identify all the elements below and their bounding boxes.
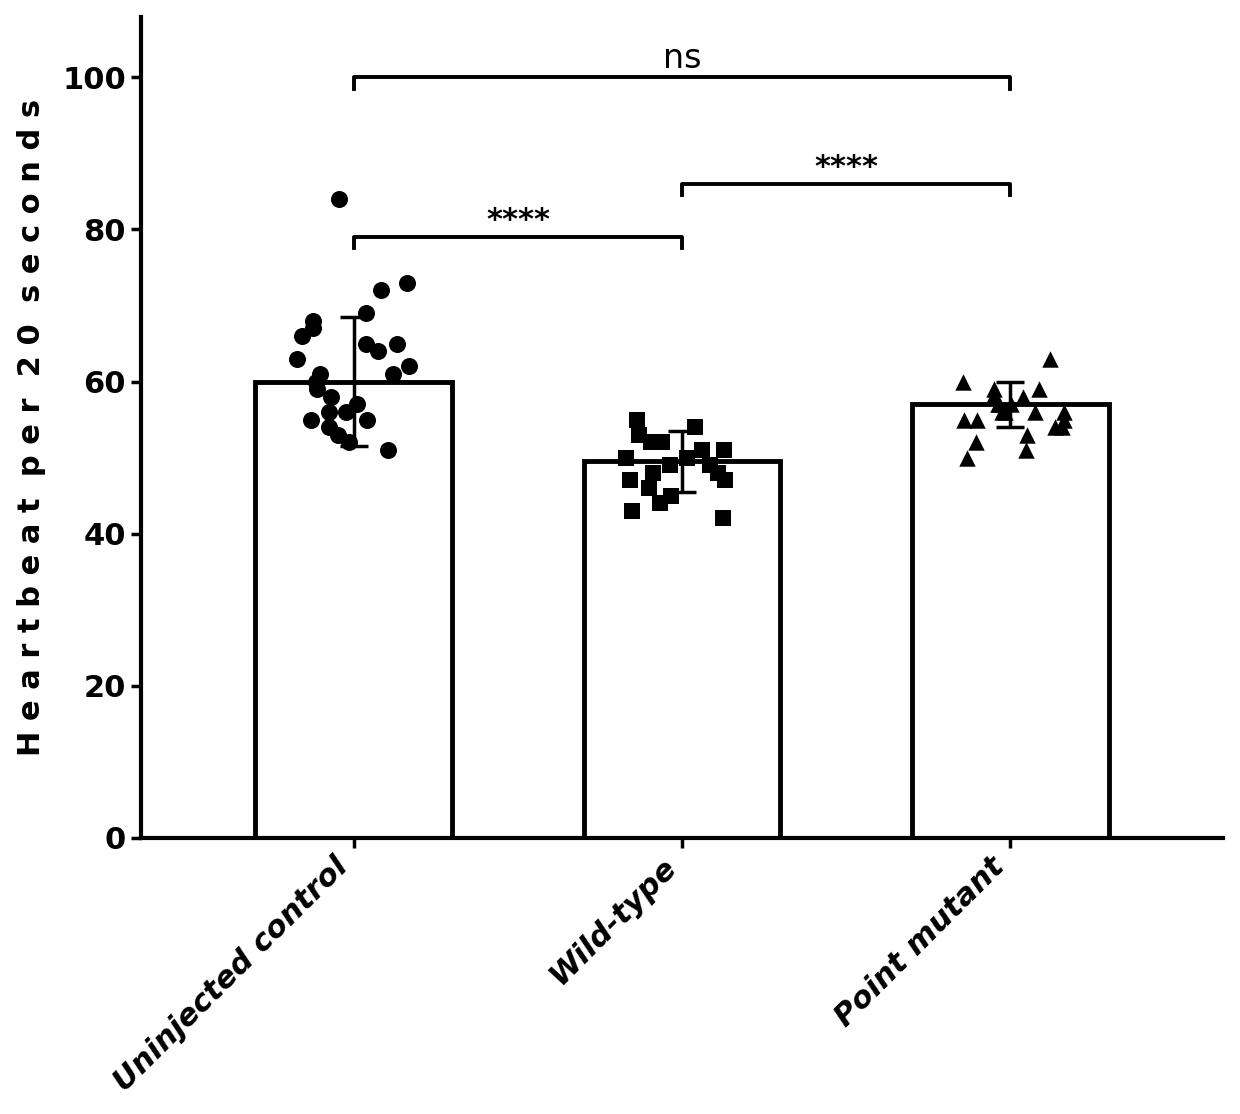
Point xyxy=(708,463,728,481)
Text: ****: **** xyxy=(813,153,878,182)
Point xyxy=(990,395,1009,413)
Point xyxy=(692,441,712,459)
Point xyxy=(383,365,403,383)
Point xyxy=(699,457,719,475)
Point xyxy=(644,463,663,481)
Point xyxy=(372,282,392,300)
Point xyxy=(1013,388,1033,405)
Point xyxy=(650,495,670,512)
Point xyxy=(983,388,1003,405)
Point xyxy=(291,328,311,345)
Point xyxy=(714,441,734,459)
Point xyxy=(1029,380,1049,398)
Point xyxy=(983,380,1003,398)
Point xyxy=(378,441,398,459)
Point xyxy=(994,403,1014,421)
Point xyxy=(661,487,681,505)
Point xyxy=(1025,403,1045,421)
Point xyxy=(620,471,640,489)
Point xyxy=(957,449,977,467)
Point xyxy=(356,304,376,322)
Point xyxy=(320,418,340,436)
Point xyxy=(626,411,646,429)
Point xyxy=(399,358,419,375)
Point xyxy=(1018,426,1038,443)
Point xyxy=(356,334,376,352)
Point xyxy=(715,471,735,489)
Point xyxy=(304,320,324,338)
Text: ****: **** xyxy=(486,206,551,235)
Bar xyxy=(584,461,780,838)
Point xyxy=(954,372,973,390)
Point xyxy=(329,426,348,443)
Point xyxy=(639,479,658,497)
Point xyxy=(616,449,636,467)
Point xyxy=(1039,350,1059,368)
Point xyxy=(1054,403,1074,421)
Point xyxy=(288,350,308,368)
Point xyxy=(1054,411,1074,429)
Bar xyxy=(255,381,453,838)
Point xyxy=(622,501,642,519)
Point xyxy=(684,418,704,436)
Point xyxy=(387,334,407,352)
Point xyxy=(987,395,1007,413)
Text: ns: ns xyxy=(662,42,702,75)
Point xyxy=(641,433,661,451)
Point xyxy=(357,411,377,429)
Point xyxy=(397,274,417,292)
Point xyxy=(660,457,680,475)
Point xyxy=(310,365,330,383)
Point xyxy=(677,449,697,467)
Point xyxy=(966,433,986,451)
Point xyxy=(306,380,326,398)
Point xyxy=(320,403,340,421)
Point xyxy=(1045,418,1065,436)
Point xyxy=(368,342,388,360)
Point xyxy=(301,411,321,429)
Point xyxy=(1053,418,1073,436)
Point xyxy=(304,312,324,330)
Point xyxy=(339,433,358,451)
Point xyxy=(955,411,975,429)
Point xyxy=(1017,441,1037,459)
Point xyxy=(652,433,672,451)
Bar xyxy=(911,404,1109,838)
Point xyxy=(967,411,987,429)
Point xyxy=(336,403,356,421)
Point xyxy=(347,395,367,413)
Point xyxy=(713,509,733,527)
Point xyxy=(321,388,341,405)
Point xyxy=(629,426,649,443)
Point xyxy=(992,403,1012,421)
Point xyxy=(329,190,348,208)
Point xyxy=(306,372,326,390)
Point xyxy=(1002,395,1022,413)
Y-axis label: H e a r t b e a t  p e r  2 0  s e c o n d s: H e a r t b e a t p e r 2 0 s e c o n d … xyxy=(16,98,46,755)
